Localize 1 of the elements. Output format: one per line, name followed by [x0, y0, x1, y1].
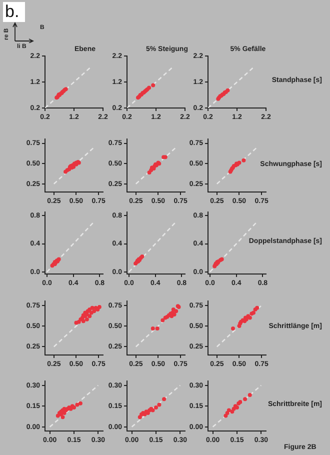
text: b.: [3, 2, 26, 22]
